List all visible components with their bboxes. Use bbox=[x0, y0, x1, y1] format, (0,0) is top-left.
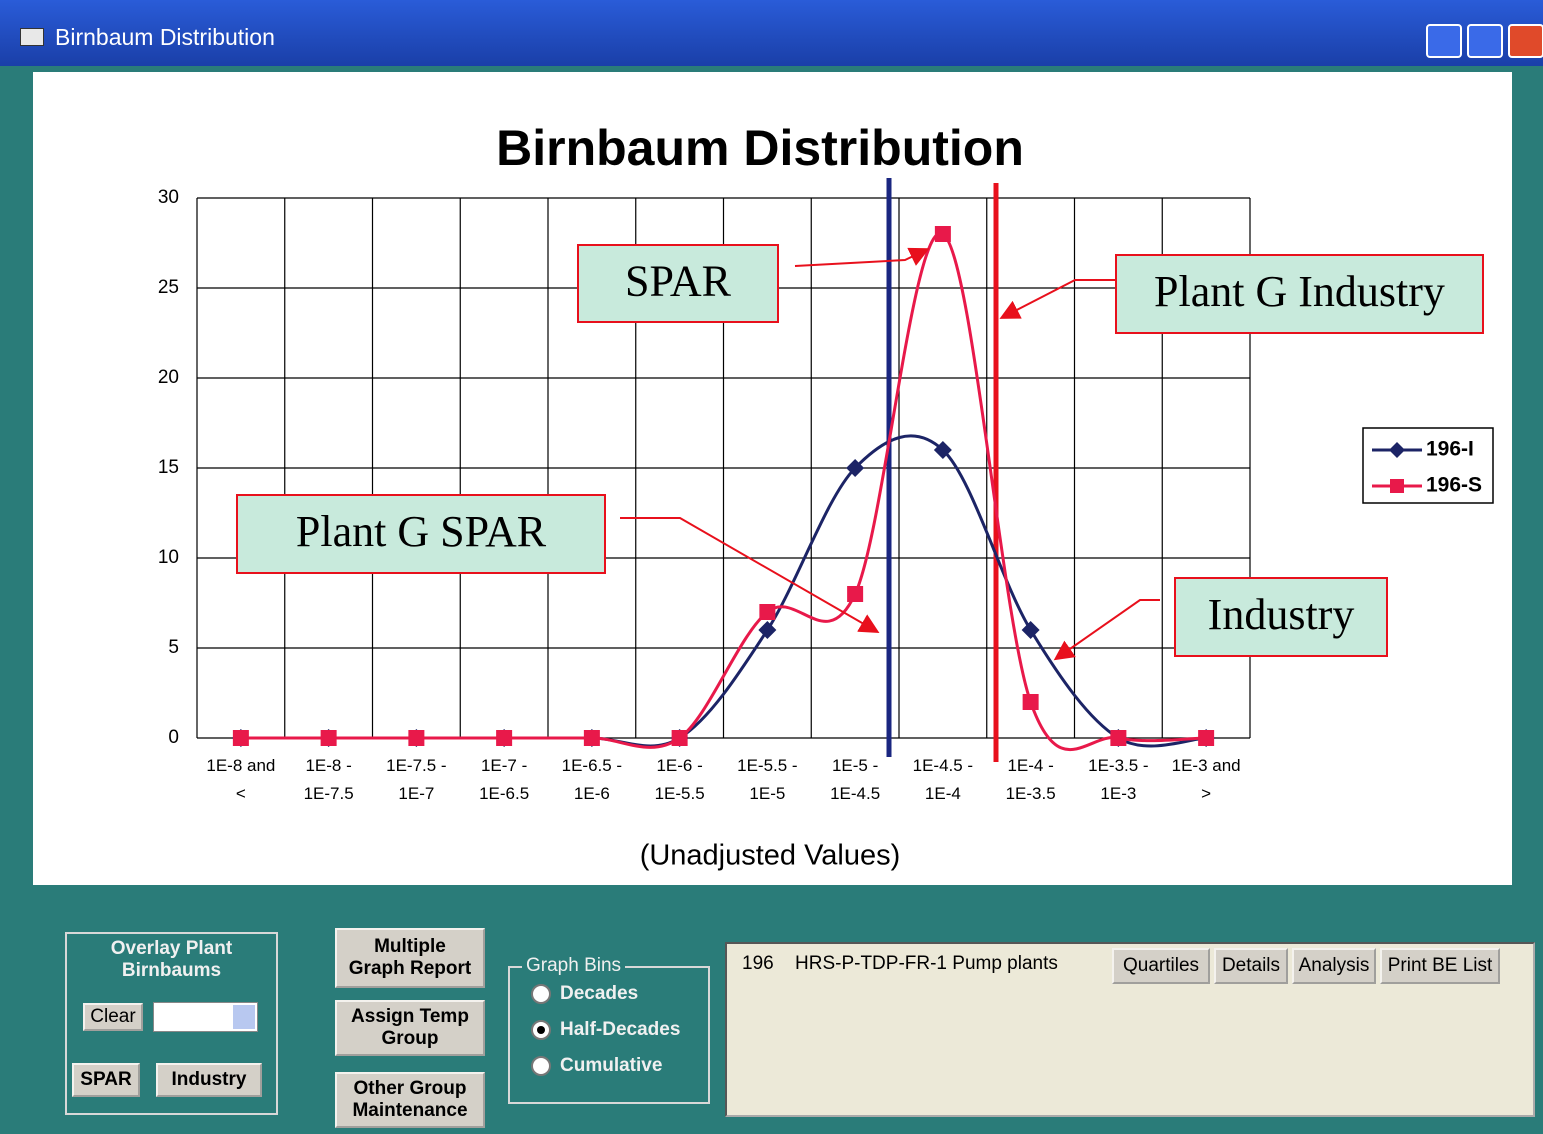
legend-label: 196-S bbox=[1426, 474, 1482, 497]
list-description: HRS-P-TDP-FR-1 Pump plants bbox=[795, 953, 1058, 974]
marker-square bbox=[934, 226, 951, 242]
clear-button[interactable]: Clear bbox=[83, 1003, 143, 1031]
marker-square bbox=[408, 730, 425, 746]
list-id: 196 bbox=[742, 953, 774, 974]
marker-square bbox=[1110, 730, 1127, 746]
x-tick-label: 1E-3.5 - 1E-3 bbox=[1088, 756, 1149, 803]
x-tick-label: 1E-4.5 - 1E-4 bbox=[912, 756, 974, 803]
callout-box bbox=[236, 494, 606, 574]
dropdown[interactable] bbox=[153, 1002, 258, 1032]
marker-square bbox=[759, 604, 776, 620]
spar-button[interactable]: SPAR bbox=[72, 1063, 140, 1097]
radio-label: Half-Decades bbox=[560, 1019, 681, 1040]
radio-button[interactable] bbox=[531, 984, 551, 1004]
minimize-button[interactable] bbox=[1426, 24, 1462, 58]
title-bar bbox=[0, 0, 1543, 66]
y-tick-label: 30 bbox=[158, 187, 179, 208]
marker-square bbox=[847, 586, 864, 602]
y-tick-label: 0 bbox=[168, 727, 179, 748]
marker-square bbox=[671, 730, 688, 746]
radio-button[interactable] bbox=[531, 1056, 551, 1076]
marker-square bbox=[583, 730, 600, 746]
marker-diamond bbox=[933, 441, 952, 459]
x-tick-label: 1E-4 - 1E-3.5 bbox=[1005, 756, 1056, 803]
legend-marker bbox=[1389, 442, 1405, 458]
window-icon bbox=[20, 28, 44, 46]
callout-arrow bbox=[1053, 599, 1160, 661]
marker-diamond bbox=[846, 459, 865, 477]
callout-arrow bbox=[999, 279, 1116, 319]
x-tick-label: 1E-8 - 1E-7.5 bbox=[303, 756, 354, 803]
callout-box bbox=[577, 244, 779, 323]
x-tick-label: 1E-5 - 1E-4.5 bbox=[830, 756, 881, 803]
x-tick-label: 1E-7 - 1E-6.5 bbox=[479, 756, 530, 803]
callout-text: Plant G Industry bbox=[1154, 267, 1445, 316]
legend-label: 196-I bbox=[1426, 438, 1474, 461]
radio-label: Cumulative bbox=[560, 1055, 663, 1076]
y-tick-label: 25 bbox=[158, 277, 179, 298]
analysis-button[interactable]: Analysis bbox=[1292, 948, 1376, 984]
callout-box bbox=[1174, 577, 1388, 657]
other-group-maintenance-button[interactable]: Other Group Maintenance bbox=[335, 1072, 485, 1128]
x-tick-label: 1E-5.5 - 1E-5 bbox=[737, 756, 798, 803]
callout-text: Plant G SPAR bbox=[296, 507, 547, 556]
graph-bins-label: Graph Bins bbox=[522, 955, 626, 977]
marker-square bbox=[496, 730, 513, 746]
y-tick-label: 10 bbox=[158, 547, 179, 568]
overlay-label: Overlay Plant Birnbaums bbox=[110, 938, 233, 981]
legend-box bbox=[1362, 427, 1494, 504]
chart-title: Birnbaum Distribution bbox=[496, 120, 1024, 176]
callout-text: SPAR bbox=[625, 257, 732, 306]
callout-arrow bbox=[620, 517, 880, 633]
marker-square bbox=[1022, 694, 1039, 710]
marker-square bbox=[320, 730, 337, 746]
callout-box bbox=[1115, 254, 1484, 334]
marker-diamond bbox=[758, 621, 777, 639]
x-axis-label: (Unadjusted Values) bbox=[640, 840, 901, 872]
x-tick-label: 1E-8 and < bbox=[206, 756, 276, 803]
chart-area bbox=[33, 72, 1512, 885]
marker-square bbox=[232, 730, 249, 746]
chart: Birnbaum Distribution (Unadjusted Values… bbox=[158, 120, 1494, 872]
industry-button[interactable]: Industry bbox=[156, 1063, 262, 1097]
window-title: Birnbaum Distribution bbox=[55, 24, 275, 50]
radio-label: Decades bbox=[560, 983, 639, 1004]
quartiles-button[interactable]: Quartiles bbox=[1112, 948, 1210, 984]
y-tick-label: 5 bbox=[168, 637, 179, 658]
marker-diamond bbox=[1021, 621, 1040, 639]
y-tick-label: 15 bbox=[158, 457, 179, 478]
x-tick-label: 1E-6.5 - 1E-6 bbox=[561, 756, 623, 803]
x-tick-label: 1E-3 and > bbox=[1171, 756, 1241, 803]
radio-button[interactable] bbox=[531, 1020, 551, 1040]
y-tick-label: 20 bbox=[158, 367, 179, 388]
x-tick-label: 1E-6 - 1E-5.5 bbox=[654, 756, 705, 803]
details-button[interactable]: Details bbox=[1214, 948, 1288, 984]
overlay-group bbox=[65, 932, 278, 1115]
callout-arrow bbox=[794, 247, 930, 267]
legend-marker bbox=[1390, 479, 1404, 493]
marker-square bbox=[1198, 730, 1215, 746]
callout-text: Industry bbox=[1208, 590, 1355, 639]
assign-temp-group-button[interactable]: Assign Temp Group bbox=[335, 1000, 485, 1056]
multiple-graph-report-button[interactable]: Multiple Graph Report bbox=[335, 928, 485, 988]
print-be-list-button[interactable]: Print BE List bbox=[1380, 948, 1500, 984]
x-tick-label: 1E-7.5 - 1E-7 bbox=[386, 756, 447, 803]
maximize-button[interactable] bbox=[1467, 24, 1503, 58]
